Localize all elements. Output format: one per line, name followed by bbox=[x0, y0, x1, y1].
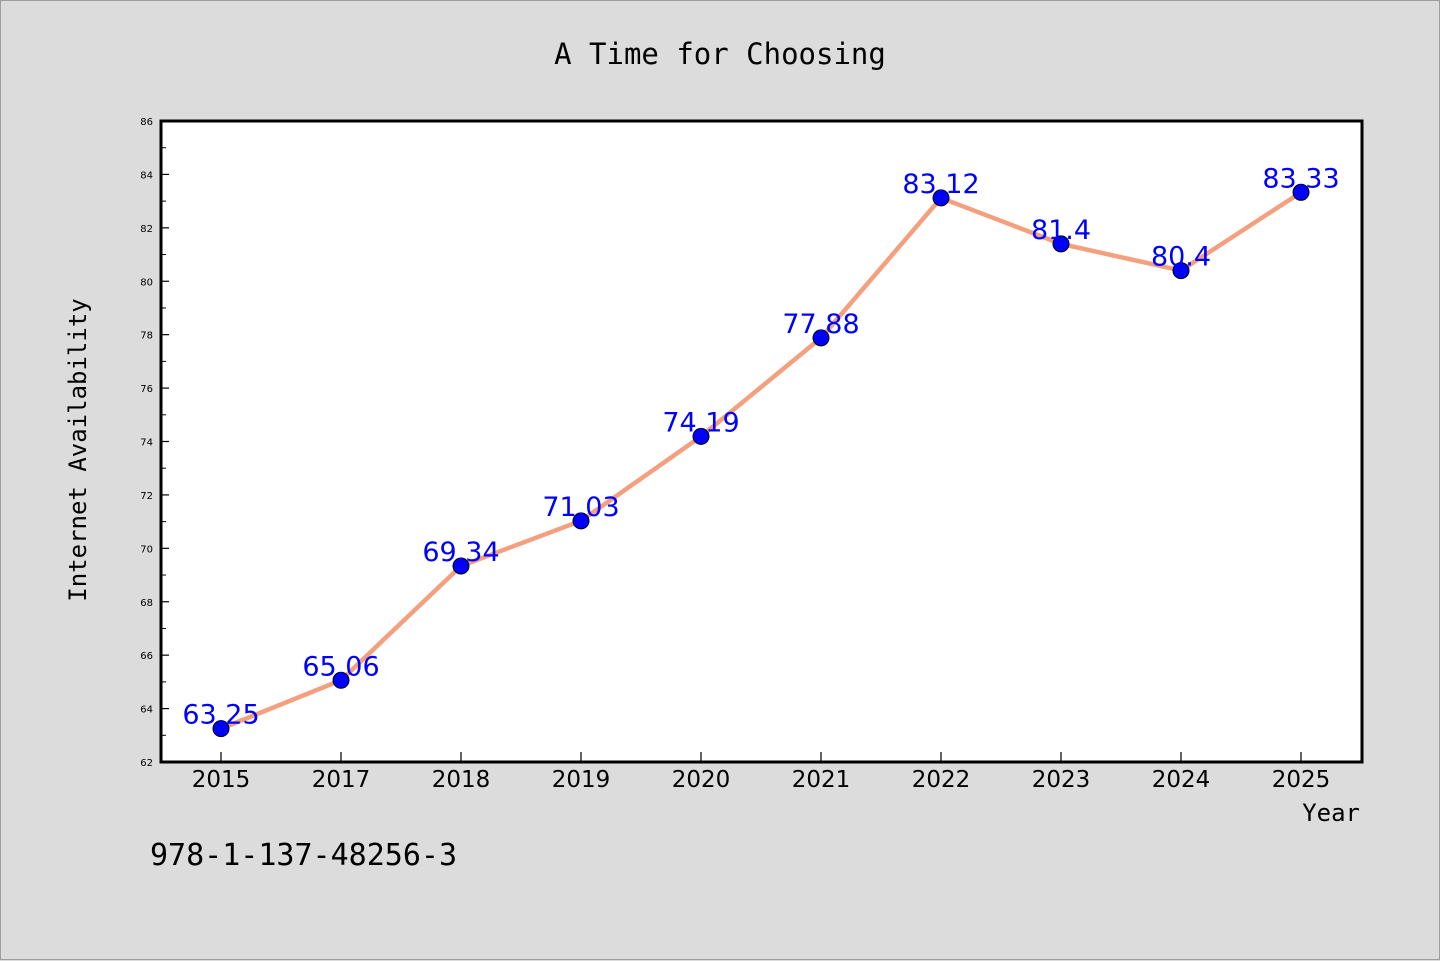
data-point bbox=[1052, 235, 1070, 253]
y-tick-label: 70 bbox=[140, 544, 153, 555]
data-point bbox=[932, 189, 950, 207]
y-tick-label: 80 bbox=[140, 277, 153, 288]
series-line bbox=[218, 190, 1304, 731]
x-axis: 2015 2017 2018 2019 2020 2021 2022 2023 2024 2025 bbox=[192, 752, 1331, 793]
data-point bbox=[212, 720, 230, 738]
data-label: 69.34 bbox=[422, 537, 499, 568]
x-tick-label: 2025 bbox=[1272, 767, 1331, 793]
data-point bbox=[1292, 183, 1310, 201]
data-label: 74.19 bbox=[662, 407, 739, 438]
data-point bbox=[452, 557, 470, 575]
y-tick-label: 76 bbox=[140, 384, 153, 395]
y-tick-label: 64 bbox=[140, 705, 153, 716]
data-point bbox=[572, 512, 590, 530]
x-tick-label: 2024 bbox=[1152, 767, 1211, 793]
data-point bbox=[1172, 262, 1190, 280]
isbn-annotation: 978-1-137-48256-3 bbox=[150, 838, 457, 873]
y-axis: 62 64 66 68 70 72 74 76 78 80 82 84 86 bbox=[140, 117, 169, 769]
x-tick-label: 2022 bbox=[912, 767, 971, 793]
plot-area bbox=[159, 119, 1364, 764]
x-tick-label: 2018 bbox=[432, 767, 491, 793]
y-tick-label: 68 bbox=[140, 598, 153, 609]
y-tick-label: 72 bbox=[140, 491, 153, 502]
data-point bbox=[812, 329, 830, 347]
y-tick-label: 78 bbox=[140, 331, 153, 342]
y-axis-label: Internet Availability bbox=[64, 298, 92, 601]
data-label: 63.25 bbox=[182, 700, 259, 731]
data-label: 83.12 bbox=[902, 169, 979, 200]
x-tick-label: 2019 bbox=[552, 767, 611, 793]
y-tick-label: 74 bbox=[140, 438, 153, 449]
x-tick-label: 2023 bbox=[1032, 767, 1091, 793]
data-point bbox=[692, 427, 710, 445]
x-tick-label: 2021 bbox=[792, 767, 851, 793]
y-tick-label: 86 bbox=[140, 117, 153, 128]
x-tick-label: 2015 bbox=[192, 767, 251, 793]
y-tick-label: 62 bbox=[140, 758, 153, 769]
data-label: 80.4 bbox=[1151, 242, 1211, 273]
data-label: 65.06 bbox=[302, 651, 379, 682]
data-label: 71.03 bbox=[542, 492, 619, 523]
y-tick-label: 84 bbox=[140, 170, 153, 181]
data-markers bbox=[212, 183, 1310, 738]
x-tick-label: 2017 bbox=[312, 767, 371, 793]
y-tick-label: 66 bbox=[140, 651, 153, 662]
data-point bbox=[332, 671, 350, 689]
data-labels: 63.25 65.06 69.34 71.03 74.19 77.88 83.12 81.4 8… bbox=[182, 163, 1339, 730]
data-label: 77.88 bbox=[782, 309, 859, 340]
data-label: 81.4 bbox=[1031, 215, 1091, 246]
data-label: 83.33 bbox=[1262, 163, 1339, 194]
chart-title: A Time for Choosing bbox=[554, 37, 886, 71]
y-tick-label: 82 bbox=[140, 224, 153, 235]
x-tick-label: 2020 bbox=[672, 767, 731, 793]
x-axis-label: Year bbox=[1302, 799, 1360, 827]
series-line-group bbox=[218, 190, 1304, 731]
